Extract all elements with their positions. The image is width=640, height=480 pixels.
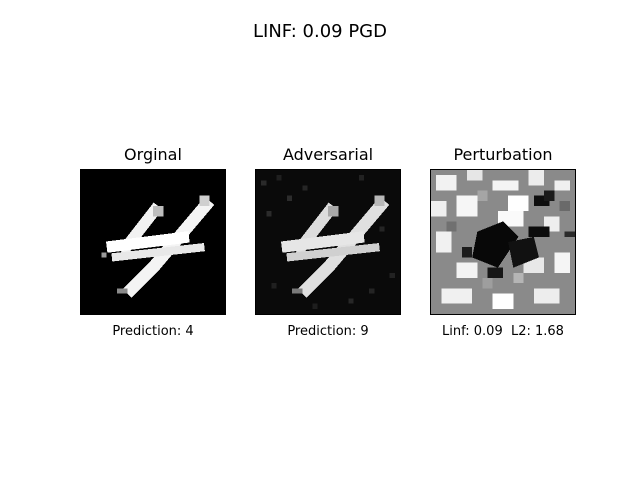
perturbation-noise-graphic	[431, 170, 575, 314]
perturbation-panel-title: Perturbation	[453, 145, 553, 164]
perturbation-image	[430, 169, 576, 315]
figure-title: LINF: 0.09 PGD	[252, 21, 387, 42]
original-prediction-label: Prediction: 4	[112, 324, 194, 339]
original-digit-graphic	[81, 170, 225, 314]
perturbation-norms-label: Linf: 0.09 L2: 1.68	[442, 324, 564, 339]
adversarial-panel-title: Adversarial	[282, 145, 374, 164]
adversarial-image	[255, 169, 401, 315]
adversarial-prediction-label: Prediction: 9	[287, 324, 369, 339]
original-panel-title: Orginal	[124, 145, 182, 164]
original-image	[80, 169, 226, 315]
adversarial-digit-graphic	[256, 170, 400, 314]
